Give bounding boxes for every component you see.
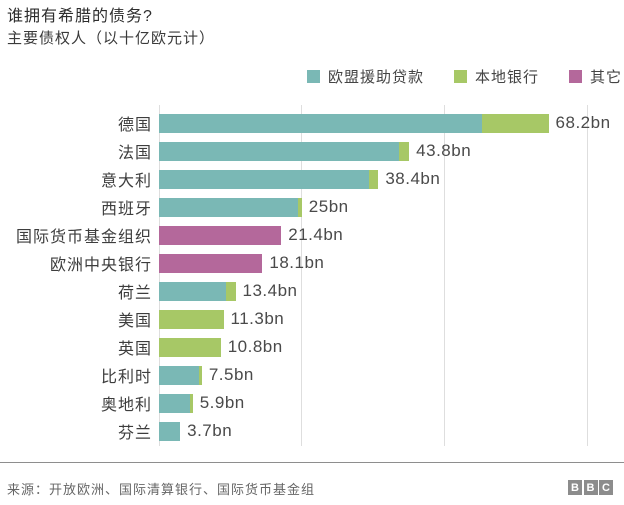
bar-category-label: 德国 (117, 117, 152, 134)
bar-area: 21.4bn (159, 225, 624, 245)
bar-value-label: 11.3bn (230, 309, 285, 328)
bar-segment-eu_loans (159, 141, 399, 161)
bar-segment-local_banks (369, 169, 379, 189)
bar-area: 13.4bn (159, 281, 624, 301)
bar-segment-local_banks (198, 365, 202, 385)
bar-area: 11.3bn (159, 309, 624, 329)
gridline-75bn (587, 105, 588, 446)
bar-category-label: 西班牙 (100, 201, 152, 218)
bar-category-label: 芬兰 (117, 425, 152, 442)
bar-segment-eu_loans (159, 393, 191, 413)
bar-segment-other (159, 253, 263, 273)
bar-category-label: 法国 (117, 145, 152, 162)
bbc-logo-letter: C (599, 480, 613, 495)
bar-value-label: 38.4bn (385, 169, 441, 188)
bar-segment-local_banks (481, 113, 549, 133)
bar-category-label: 美国 (117, 313, 152, 330)
bar-row: 德国 68.2bn (0, 109, 624, 137)
bar-segment-local_banks (159, 337, 221, 357)
legend-label: 欧盟援助贷款 (327, 69, 424, 86)
bbc-logo: B B C (567, 480, 613, 495)
bar-category-label: 欧洲中央银行 (49, 257, 152, 274)
footer-divider (0, 462, 624, 463)
bar-area: 7.5bn (159, 365, 624, 385)
bar-value-label: 25bn (308, 197, 349, 216)
bar-segment-eu_loans (159, 169, 370, 189)
legend: 欧盟援助贷款 本地银行 其它 (277, 66, 622, 87)
bar-value-label: 5.9bn (199, 393, 245, 412)
bar-area: 10.8bn (159, 337, 624, 357)
chart-subtitle: 主要债权人（以十亿欧元计） (7, 30, 216, 47)
bar-value-label: 43.8bn (416, 141, 472, 160)
bar-row: 比利时 7.5bn (0, 361, 624, 389)
bar-segment-other (159, 225, 282, 245)
bar-segment-eu_loans (159, 113, 482, 133)
bbc-logo-letter: B (568, 480, 582, 495)
chart-header: 谁拥有希腊的债务? 主要债权人（以十亿欧元计） (7, 6, 215, 49)
bar-value-label: 21.4bn (288, 225, 344, 244)
legend-item-eu_loans: 欧盟援助贷款 (306, 66, 424, 87)
bar-area: 43.8bn (159, 141, 624, 161)
bar-value-label: 7.5bn (208, 365, 254, 384)
bar-segment-eu_loans (159, 365, 199, 385)
bar-area: 38.4bn (159, 169, 624, 189)
bar-value-label: 18.1bn (269, 253, 325, 272)
legend-swatch-local_banks (453, 70, 467, 83)
gridline-25bn (301, 105, 302, 446)
source-text: 来源：开放欧洲、国际清算银行、国际货币基金组 (7, 482, 316, 497)
bar-segment-local_banks (398, 141, 410, 161)
bar-segment-local_banks (190, 393, 193, 413)
bar-area: 68.2bn (159, 113, 624, 133)
bar-area: 18.1bn (159, 253, 624, 273)
bar-category-label: 比利时 (100, 369, 152, 386)
bar-category-label: 荷兰 (117, 285, 152, 302)
gridline-0bn (159, 105, 160, 446)
chart-title: 谁拥有希腊的债务? (7, 8, 153, 25)
bar-row: 西班牙 25bn (0, 193, 624, 221)
bar-row: 荷兰 13.4bn (0, 277, 624, 305)
bar-value-label: 68.2bn (555, 113, 611, 132)
bbc-logo-letter: B (583, 480, 598, 495)
bar-segment-eu_loans (159, 421, 181, 441)
legend-item-other: 其它 (568, 66, 622, 87)
bar-category-label: 意大利 (100, 173, 152, 190)
bar-segment-local_banks (298, 197, 302, 217)
bar-row: 芬兰 3.7bn (0, 417, 624, 445)
bar-row: 英国 10.8bn (0, 333, 624, 361)
bar-category-label: 奥地利 (100, 397, 152, 414)
gridline-50bn (444, 105, 445, 446)
bar-chart: 德国 68.2bn 法国 43.8bn 意大利 38.4bn 西班牙 25bn 国际货币基金组织… (0, 105, 624, 446)
bar-area: 5.9bn (159, 393, 624, 413)
bar-row: 欧洲中央银行 18.1bn (0, 249, 624, 277)
bar-row: 法国 43.8bn (0, 137, 624, 165)
bar-category-label: 国际货币基金组织 (15, 229, 152, 246)
bar-value-label: 3.7bn (187, 421, 233, 440)
bar-segment-eu_loans (159, 197, 299, 217)
bar-value-label: 10.8bn (227, 337, 283, 356)
bar-segment-eu_loans (159, 281, 227, 301)
bar-row: 意大利 38.4bn (0, 165, 624, 193)
bar-segment-local_banks (159, 309, 224, 329)
bar-row: 美国 11.3bn (0, 305, 624, 333)
bar-row: 国际货币基金组织 21.4bn (0, 221, 624, 249)
legend-label: 本地银行 (474, 69, 539, 86)
legend-swatch-other (568, 70, 582, 83)
legend-label: 其它 (589, 69, 622, 86)
legend-swatch-eu_loans (306, 70, 320, 83)
chart-rows: 德国 68.2bn 法国 43.8bn 意大利 38.4bn 西班牙 25bn 国际货币基金组织… (0, 109, 624, 445)
bar-area: 25bn (159, 197, 624, 217)
bar-row: 奥地利 5.9bn (0, 389, 624, 417)
bar-area: 3.7bn (159, 421, 624, 441)
bar-value-label: 13.4bn (242, 281, 298, 300)
bar-segment-local_banks (226, 281, 236, 301)
legend-item-local_banks: 本地银行 (453, 66, 539, 87)
bar-category-label: 英国 (117, 341, 152, 358)
